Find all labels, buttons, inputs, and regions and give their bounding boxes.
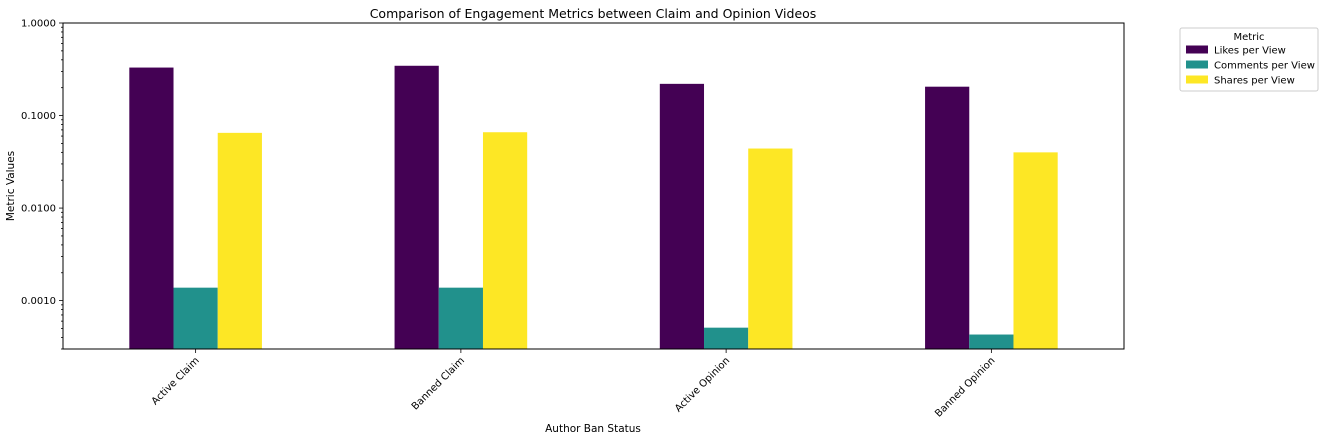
bar-banned-claim-shares-per-view — [482, 132, 528, 349]
legend-entry-label: Comments per View — [1214, 61, 1315, 72]
x-tick-label: Banned Opinion — [933, 355, 997, 419]
y-tick-label: 0.0010 — [21, 296, 56, 307]
y-axis-label: Metric Values — [5, 151, 17, 221]
x-tick-label: Active Claim — [150, 355, 202, 407]
legend-swatch — [1186, 45, 1208, 54]
x-tick-label: Active Opinion — [673, 355, 732, 414]
y-tick-label: 0.0100 — [21, 204, 56, 215]
legend-title: Metric — [1233, 32, 1264, 43]
x-axis-label: Author Ban Status — [545, 423, 641, 435]
chart-title: Comparison of Engagement Metrics between… — [370, 6, 817, 21]
y-tick-label: 1.0000 — [21, 19, 56, 30]
legend-swatch — [1186, 60, 1208, 69]
legend: Metric Likes per View Comments per View Sh… — [1179, 27, 1319, 92]
legend-entry-label: Likes per View — [1214, 46, 1286, 57]
bars-group — [129, 65, 1058, 350]
bar-active-claim-shares-per-view — [217, 132, 262, 349]
bar-banned-claim-likes-per-view — [394, 65, 439, 350]
bar-active-opinion-comments-per-view — [704, 327, 749, 349]
y-axis: 0.0010 0.0100 0.1000 1.0000 — [21, 19, 63, 350]
bar-active-opinion-shares-per-view — [748, 148, 793, 349]
bar-active-claim-comments-per-view — [173, 287, 218, 349]
legend-swatch — [1186, 75, 1208, 84]
bar-banned-opinion-comments-per-view — [969, 334, 1014, 349]
bar-banned-opinion-likes-per-view — [925, 86, 970, 349]
legend-items: Likes per View Comments per View Shares pe… — [1186, 45, 1315, 87]
plot-frame — [62, 22, 1125, 350]
legend-entry-label: Shares per View — [1214, 76, 1295, 87]
bar-active-claim-likes-per-view — [129, 67, 174, 349]
bar-banned-opinion-shares-per-view — [1013, 152, 1058, 349]
bar-active-opinion-likes-per-view — [659, 83, 705, 349]
x-tick-label: Banned Claim — [410, 355, 467, 412]
bar-banned-claim-comments-per-view — [438, 287, 483, 349]
legend-box — [1179, 27, 1319, 92]
x-axis: Active Claim Banned Claim Active Opinion Ba… — [150, 349, 997, 420]
y-tick-label: 0.1000 — [21, 111, 56, 122]
